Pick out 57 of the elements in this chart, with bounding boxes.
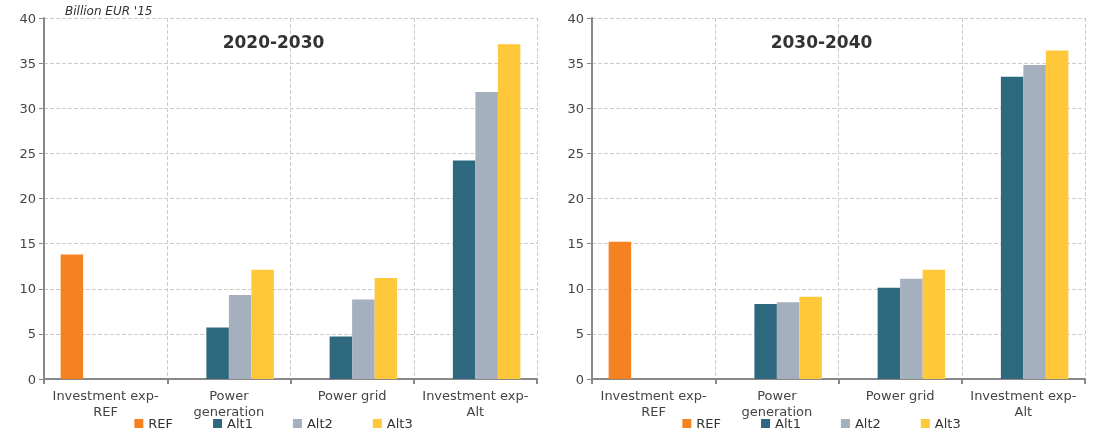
bar (206, 327, 229, 379)
y-tick-label: 0 (27, 371, 36, 387)
bar (900, 278, 923, 379)
legend-label: Alt3 (386, 416, 413, 431)
legend-label: Alt1 (227, 416, 253, 431)
y-tick-label: 0 (575, 371, 584, 387)
y-tick-label: 40 (567, 10, 584, 26)
bar (1000, 76, 1024, 379)
bar (452, 160, 476, 379)
bar (877, 287, 901, 379)
x-tick-label: Power generation (193, 387, 265, 419)
y-tick-label: 25 (19, 145, 36, 161)
y-axis-title: Billion EUR '15 (65, 4, 153, 18)
legend-label: Alt3 (934, 416, 961, 431)
y-tick-label: 40 (19, 10, 36, 26)
legend-label: Alt2 (854, 416, 881, 431)
bar (922, 269, 946, 379)
y-tick-label: 15 (19, 236, 36, 252)
bar (251, 269, 274, 379)
legend-label: REF (148, 416, 174, 431)
text: 2030-2040 (770, 31, 873, 52)
bar (799, 296, 822, 379)
bar (374, 277, 398, 379)
y-tick-label: 20 (567, 191, 584, 206)
x-tick-label: Investment exp- Alt (422, 387, 529, 419)
legend-label: REF (696, 416, 722, 431)
x-tick-label: Investment exp- REF (600, 387, 708, 419)
bar (60, 254, 84, 379)
y-tick-label: 10 (567, 281, 584, 297)
x-tick-label: Power grid (317, 387, 387, 403)
x-tick-label: Investment exp- Alt (970, 387, 1077, 419)
x-tick-label: Power generation (741, 387, 813, 419)
legend-label: Alt2 (306, 416, 333, 431)
y-tick-label: 5 (575, 326, 584, 342)
y-tick-label: 20 (19, 191, 36, 206)
bar (329, 336, 353, 379)
x-tick-label: Power grid (865, 387, 935, 403)
x-tick-label: Investment exp- REF (52, 387, 160, 419)
y-tick-label: 15 (567, 236, 584, 252)
y-tick-label: 30 (19, 100, 36, 116)
y-tick-label: 30 (567, 100, 584, 116)
bar (1045, 50, 1069, 379)
bar (776, 302, 800, 379)
bar (497, 44, 521, 379)
bar (228, 295, 252, 379)
text: 2020-2030 (222, 31, 325, 52)
legend-label: Alt1 (775, 416, 801, 431)
y-tick-label: 35 (19, 55, 36, 71)
y-tick-label: 5 (27, 326, 36, 342)
bar (608, 241, 632, 379)
y-tick-label: 35 (567, 55, 584, 71)
bar (352, 299, 375, 379)
bar (475, 92, 498, 379)
y-tick-label: 25 (567, 145, 584, 161)
bar (1023, 64, 1046, 379)
bar (754, 304, 777, 379)
y-tick-label: 10 (19, 281, 36, 297)
